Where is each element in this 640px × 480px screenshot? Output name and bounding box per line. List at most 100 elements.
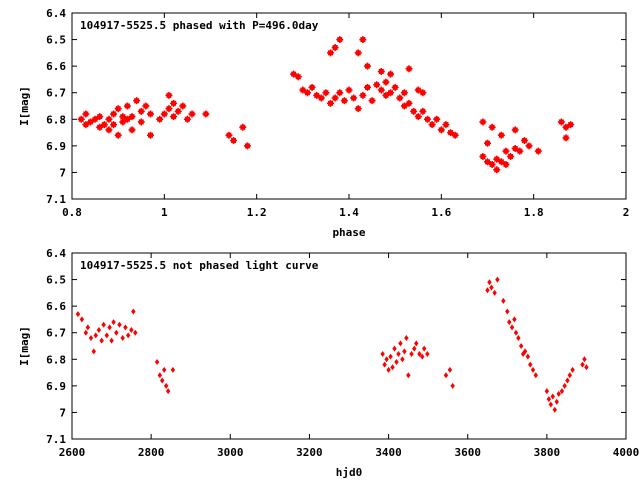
data-point (533, 372, 538, 379)
data-point-cross (96, 123, 104, 131)
data-point (562, 382, 567, 389)
y-tick-label: 6.5 (46, 274, 66, 287)
data-point-cross (133, 97, 141, 105)
data-point-cross (294, 73, 302, 81)
data-point-cross (387, 89, 395, 97)
data-point-cross (313, 91, 321, 99)
data-point (421, 345, 427, 352)
plot-frame (71, 12, 627, 200)
x-tick-label: 3600 (454, 446, 481, 459)
data-point-cross (484, 158, 491, 166)
data-point (133, 329, 138, 336)
data-point (388, 353, 393, 360)
data-point (93, 332, 98, 339)
data-point-cross (239, 123, 247, 131)
data-point-cross (433, 115, 441, 123)
data-point-cross (82, 121, 90, 129)
data-point-cross (447, 129, 455, 137)
x-tick-label: 0.8 (62, 206, 82, 219)
data-point-cross (123, 115, 131, 123)
x-tick-label: 1.8 (524, 206, 544, 219)
data-point (520, 350, 526, 357)
data-point (425, 350, 430, 357)
data-point (160, 377, 165, 384)
data-point-cross (114, 131, 122, 139)
data-point (390, 364, 395, 371)
data-point (402, 348, 407, 355)
data-point (409, 350, 414, 357)
data-point-cross (327, 49, 335, 57)
data-point-cross (479, 152, 487, 160)
data-point-cross (110, 121, 118, 129)
data-point (96, 327, 102, 334)
data-point-cross (243, 142, 251, 150)
data-point-cross (336, 36, 344, 44)
data-point (83, 329, 89, 336)
data-point-cross (354, 49, 362, 57)
y-tick-label: 7.1 (46, 433, 66, 446)
data-point (559, 388, 565, 395)
data-point (567, 372, 573, 379)
data-point (489, 284, 494, 291)
data-point (554, 398, 559, 405)
data-point-cross (170, 99, 178, 107)
data-point-cross (202, 110, 210, 118)
phased-light-curve-panel: 0.8 1 1.2 1.4 1.6 1.8 2 6.4 6.5 6.6 6.7 6.8 6.9 7 7.1 1… (18, 7, 629, 239)
data-point-cross (290, 70, 298, 78)
data-point-cross (359, 36, 367, 44)
data-point (509, 324, 515, 331)
y-tick-label: 6.9 (46, 140, 66, 153)
data-point-cross (114, 105, 122, 113)
data-point (512, 316, 517, 323)
chart-title: 104917-5525.5 not phased light curve (80, 259, 319, 272)
y-tick-label: 7 (59, 166, 66, 179)
data-point (518, 343, 524, 349)
x-tick-label: 3800 (534, 446, 561, 459)
y-tick-label: 6.8 (46, 353, 66, 366)
data-point (404, 335, 409, 342)
data-point-cross (377, 86, 385, 94)
data-point (584, 364, 589, 371)
data-point (505, 308, 510, 315)
data-point-cross (419, 107, 427, 115)
data-point-cross (105, 115, 113, 123)
data-point (101, 321, 106, 328)
data-point-cross (179, 102, 187, 110)
data-point-cross (183, 115, 191, 123)
data-point-cross (336, 89, 344, 97)
data-point-cross (156, 115, 164, 123)
data-point (443, 372, 449, 379)
data-point (516, 335, 521, 342)
data-point (565, 377, 570, 384)
data-point-cross (146, 110, 154, 118)
y-tick-label: 7.1 (46, 193, 66, 206)
data-point (154, 358, 160, 365)
data-point-cross (96, 113, 104, 121)
data-point-cross (308, 83, 316, 91)
data-point-cross (479, 118, 487, 126)
data-point (109, 337, 114, 344)
y-tick-label: 6.7 (46, 87, 66, 100)
data-point-cross (451, 131, 459, 139)
data-point (91, 348, 96, 355)
data-point-cross (557, 118, 565, 126)
data-point-cross (354, 105, 362, 113)
data-point-cross (317, 94, 325, 102)
data-point (170, 366, 176, 373)
data-point-cross (511, 145, 519, 153)
data-point (507, 319, 512, 326)
data-point (582, 356, 587, 363)
data-point (406, 372, 411, 379)
data-point-cross (299, 86, 307, 94)
data-point-cross (322, 89, 330, 97)
data-point (501, 297, 506, 304)
data-point-cross (86, 118, 94, 126)
x-tick-label: 1.6 (431, 206, 451, 219)
data-point (88, 335, 94, 342)
x-tick-label: 2800 (138, 446, 165, 459)
data-point (528, 361, 533, 368)
data-point (550, 393, 555, 400)
data-point-cross (146, 131, 154, 139)
data-point-cross (230, 137, 238, 145)
x-tick-label: 2600 (59, 446, 86, 459)
